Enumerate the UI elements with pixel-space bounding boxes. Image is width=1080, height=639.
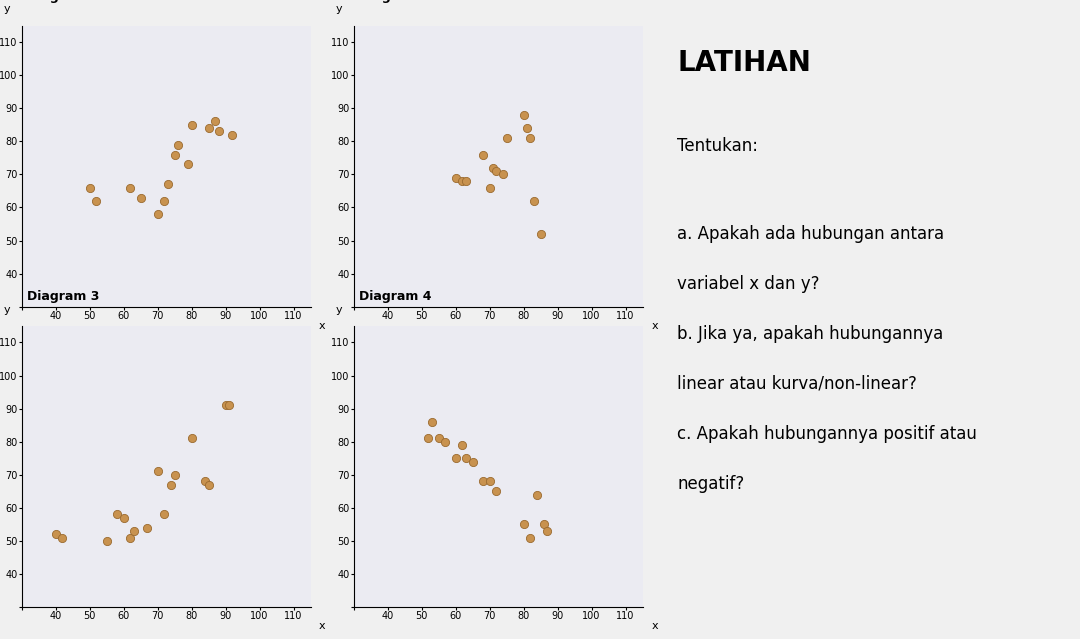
Point	[200, 123, 217, 133]
Text: b. Jika ya, apakah hubungannya: b. Jika ya, apakah hubungannya	[677, 325, 944, 343]
Point	[457, 453, 474, 463]
Point	[162, 479, 179, 489]
Point	[539, 526, 556, 536]
Point	[515, 110, 532, 120]
Text: a. Apakah ada hubungan antara: a. Apakah ada hubungan antara	[677, 225, 945, 243]
Point	[532, 229, 550, 239]
Point	[528, 489, 545, 500]
Point	[87, 196, 105, 206]
Point	[495, 169, 512, 180]
Text: Diagram 2: Diagram 2	[360, 0, 432, 3]
Point	[206, 116, 224, 127]
Point	[488, 486, 505, 497]
Text: y: y	[336, 305, 342, 314]
Point	[454, 440, 471, 450]
Point	[114, 512, 132, 523]
Point	[179, 159, 197, 169]
Text: y: y	[4, 305, 11, 314]
Point	[54, 532, 71, 543]
Point	[183, 119, 200, 130]
Point	[481, 183, 498, 193]
Text: Diagram 4: Diagram 4	[360, 290, 432, 304]
Point	[156, 196, 173, 206]
Point	[224, 130, 241, 140]
Point	[108, 509, 125, 520]
Point	[474, 476, 491, 486]
Text: LATIHAN: LATIHAN	[677, 49, 811, 77]
Text: x: x	[651, 621, 658, 631]
Point	[464, 456, 482, 466]
Text: y: y	[336, 4, 342, 14]
Point	[447, 453, 464, 463]
Point	[525, 196, 542, 206]
Point	[430, 433, 447, 443]
Point	[457, 176, 474, 186]
Text: y: y	[4, 4, 11, 14]
Point	[98, 535, 116, 546]
Text: c. Apakah hubungannya positif atau: c. Apakah hubungannya positif atau	[677, 425, 977, 443]
Point	[522, 133, 539, 143]
Point	[474, 150, 491, 160]
Point	[518, 123, 536, 133]
Text: Tentukan:: Tentukan:	[677, 137, 758, 155]
Text: negatif?: negatif?	[677, 475, 745, 493]
Point	[132, 192, 149, 203]
Point	[81, 183, 98, 193]
Point	[122, 532, 139, 543]
Text: linear atau kurva/non-linear?: linear atau kurva/non-linear?	[677, 375, 917, 393]
Point	[447, 173, 464, 183]
Point	[138, 523, 156, 533]
Point	[217, 400, 234, 410]
Point	[498, 133, 515, 143]
Point	[183, 433, 200, 443]
Text: x: x	[651, 321, 658, 331]
Point	[420, 433, 437, 443]
Text: variabel x dan y?: variabel x dan y?	[677, 275, 820, 293]
Point	[454, 176, 471, 186]
Point	[170, 139, 187, 150]
Point	[197, 476, 214, 486]
Text: Diagram 1: Diagram 1	[27, 0, 99, 3]
Point	[220, 400, 238, 410]
Text: x: x	[320, 621, 326, 631]
Point	[488, 166, 505, 176]
Point	[166, 150, 184, 160]
Point	[536, 520, 553, 530]
Point	[125, 526, 143, 536]
Point	[485, 163, 502, 173]
Point	[522, 532, 539, 543]
Point	[149, 209, 166, 219]
Point	[159, 179, 176, 189]
Text: Diagram 3: Diagram 3	[27, 290, 99, 304]
Point	[481, 476, 498, 486]
Point	[423, 417, 441, 427]
Point	[156, 509, 173, 520]
Point	[515, 520, 532, 530]
Point	[200, 479, 217, 489]
Point	[166, 470, 184, 480]
Point	[149, 466, 166, 477]
Point	[211, 127, 228, 137]
Point	[46, 529, 64, 539]
Point	[122, 183, 139, 193]
Text: x: x	[320, 321, 326, 331]
Point	[436, 436, 454, 447]
